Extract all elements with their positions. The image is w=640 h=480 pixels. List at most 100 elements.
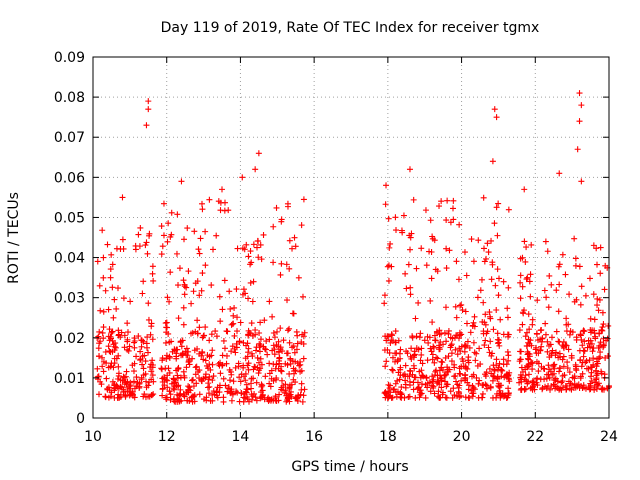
data-point	[242, 355, 249, 362]
data-point	[430, 344, 437, 351]
data-point	[458, 363, 465, 370]
data-point	[417, 357, 424, 364]
data-point	[135, 333, 142, 340]
data-point	[299, 398, 306, 405]
data-point	[439, 359, 446, 366]
data-point	[462, 343, 469, 350]
data-point	[579, 359, 586, 366]
data-point	[135, 231, 142, 238]
data-point	[97, 307, 104, 314]
data-point	[122, 392, 129, 399]
data-point	[518, 348, 525, 355]
data-point	[500, 278, 507, 285]
data-point	[149, 336, 156, 343]
data-point	[142, 370, 149, 377]
data-point	[145, 300, 152, 307]
data-point	[237, 319, 244, 326]
data-point	[181, 291, 188, 298]
data-point	[170, 375, 177, 382]
data-point	[286, 398, 293, 405]
data-point	[518, 364, 525, 371]
data-point	[145, 106, 152, 113]
data-point	[456, 221, 463, 228]
data-point	[561, 372, 568, 379]
data-point	[538, 343, 545, 350]
data-point	[239, 245, 246, 252]
data-point	[147, 331, 154, 338]
data-point	[284, 200, 291, 207]
data-point	[287, 355, 294, 362]
data-point	[437, 339, 444, 346]
data-point	[438, 384, 445, 391]
data-point	[260, 231, 267, 238]
data-point	[595, 307, 602, 314]
data-point	[222, 382, 229, 389]
data-point	[174, 211, 181, 218]
data-point	[481, 258, 488, 265]
data-point	[434, 355, 441, 362]
data-point	[121, 332, 128, 339]
data-point	[599, 386, 606, 393]
data-point	[239, 291, 246, 298]
x-tick-label: 24	[600, 429, 618, 445]
data-point	[160, 232, 167, 239]
data-point	[544, 338, 551, 345]
data-point	[189, 329, 196, 336]
data-point	[216, 384, 223, 391]
data-point	[110, 314, 117, 321]
y-tick-labels: 0 0.01 0.02 0.03 0.04 0.05 0.06 0.07 0.08 0.09	[54, 50, 85, 427]
data-point	[489, 261, 496, 268]
data-point	[488, 370, 495, 377]
data-point	[209, 397, 216, 404]
data-point	[438, 377, 445, 384]
data-point	[541, 287, 548, 294]
data-point	[225, 384, 232, 391]
data-point	[478, 276, 485, 283]
data-point	[270, 329, 277, 336]
data-point	[198, 200, 205, 207]
data-point	[124, 378, 131, 385]
data-point	[451, 373, 458, 380]
data-point	[457, 302, 464, 309]
data-point	[273, 376, 280, 383]
data-point	[588, 364, 595, 371]
data-point	[544, 248, 551, 255]
data-point	[383, 182, 390, 189]
data-point	[598, 370, 605, 377]
data-point	[104, 241, 111, 248]
data-point	[553, 328, 560, 335]
data-point	[497, 392, 504, 399]
data-point	[479, 390, 486, 397]
data-point	[133, 353, 140, 360]
data-point	[254, 237, 261, 244]
data-point	[191, 228, 198, 235]
data-point	[278, 363, 285, 370]
data-point	[533, 376, 540, 383]
data-point	[162, 365, 169, 372]
data-point	[115, 363, 122, 370]
data-point	[249, 298, 256, 305]
data-point	[573, 336, 580, 343]
data-point	[381, 347, 388, 354]
data-point	[600, 335, 607, 342]
data-point	[196, 367, 203, 374]
data-point	[230, 320, 237, 327]
data-point	[527, 337, 534, 344]
data-point	[291, 349, 298, 356]
data-point	[232, 349, 239, 356]
data-point	[133, 374, 140, 381]
data-point	[300, 340, 307, 347]
data-point	[194, 317, 201, 324]
data-point	[413, 265, 420, 272]
data-point	[96, 328, 103, 335]
data-point	[286, 339, 293, 346]
x-tick-label: 12	[158, 429, 176, 445]
data-point	[181, 283, 188, 290]
data-point	[424, 357, 431, 364]
data-point	[481, 342, 488, 349]
data-point	[299, 293, 306, 300]
data-point	[402, 270, 409, 277]
data-point	[504, 314, 511, 321]
data-point	[130, 378, 137, 385]
axis-ticks	[92, 56, 610, 419]
